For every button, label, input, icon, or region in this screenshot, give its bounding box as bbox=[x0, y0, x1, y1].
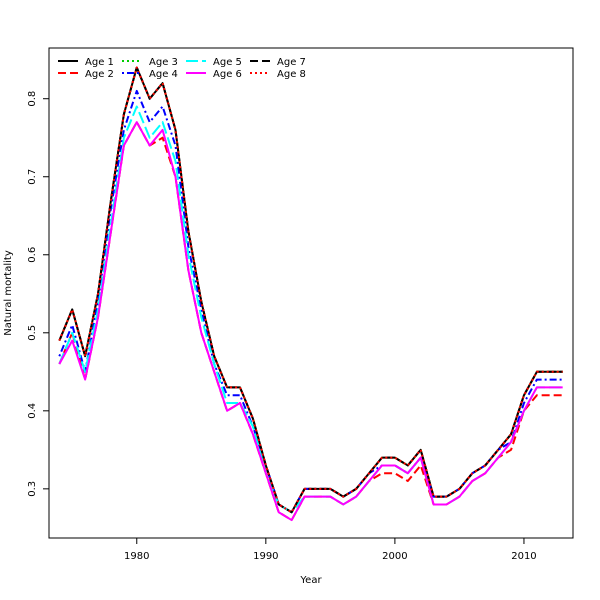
x-tick-label: 1990 bbox=[253, 551, 278, 562]
plot-frame bbox=[48, 47, 574, 539]
y-tick-label: 0.4 bbox=[27, 403, 38, 419]
x-axis-title: Year bbox=[299, 575, 322, 586]
series-line-age-7 bbox=[58, 66, 563, 514]
series-layer bbox=[58, 66, 563, 522]
y-tick-label: 0.5 bbox=[27, 325, 38, 341]
series-line-age-6 bbox=[58, 121, 563, 522]
y-tick-label: 0.6 bbox=[27, 247, 38, 263]
y-tick-label: 0.8 bbox=[27, 91, 38, 107]
x-tick-label: 1980 bbox=[124, 551, 149, 562]
series-line-age-4 bbox=[58, 89, 563, 514]
legend-label-age-3: Age 3 bbox=[149, 57, 178, 68]
y-axis-title: Natural mortality bbox=[3, 250, 14, 336]
series-line-age-8 bbox=[58, 66, 563, 514]
legend-label-age-2: Age 2 bbox=[85, 69, 114, 80]
series-line-age-1 bbox=[58, 66, 563, 514]
y-tick-label: 0.3 bbox=[27, 481, 38, 497]
y-axis: 0.3 0.4 0.5 0.6 0.7 0.8 bbox=[27, 91, 49, 497]
series-line-age-3 bbox=[58, 66, 563, 514]
series-line-age-5 bbox=[58, 105, 563, 514]
legend-label-age-4: Age 4 bbox=[149, 69, 178, 80]
series-line-age-2 bbox=[58, 121, 563, 522]
legend-label-age-5: Age 5 bbox=[213, 57, 242, 68]
legend-label-age-6: Age 6 bbox=[213, 69, 242, 80]
y-tick-label: 0.7 bbox=[27, 169, 38, 185]
legend-label-age-8: Age 8 bbox=[277, 69, 306, 80]
legend-label-age-1: Age 1 bbox=[85, 57, 114, 68]
x-tick-label: 2010 bbox=[511, 551, 536, 562]
legend-label-age-7: Age 7 bbox=[277, 57, 306, 68]
x-axis: 1980 1990 2000 2010 bbox=[124, 538, 537, 562]
x-tick-label: 2000 bbox=[382, 551, 407, 562]
